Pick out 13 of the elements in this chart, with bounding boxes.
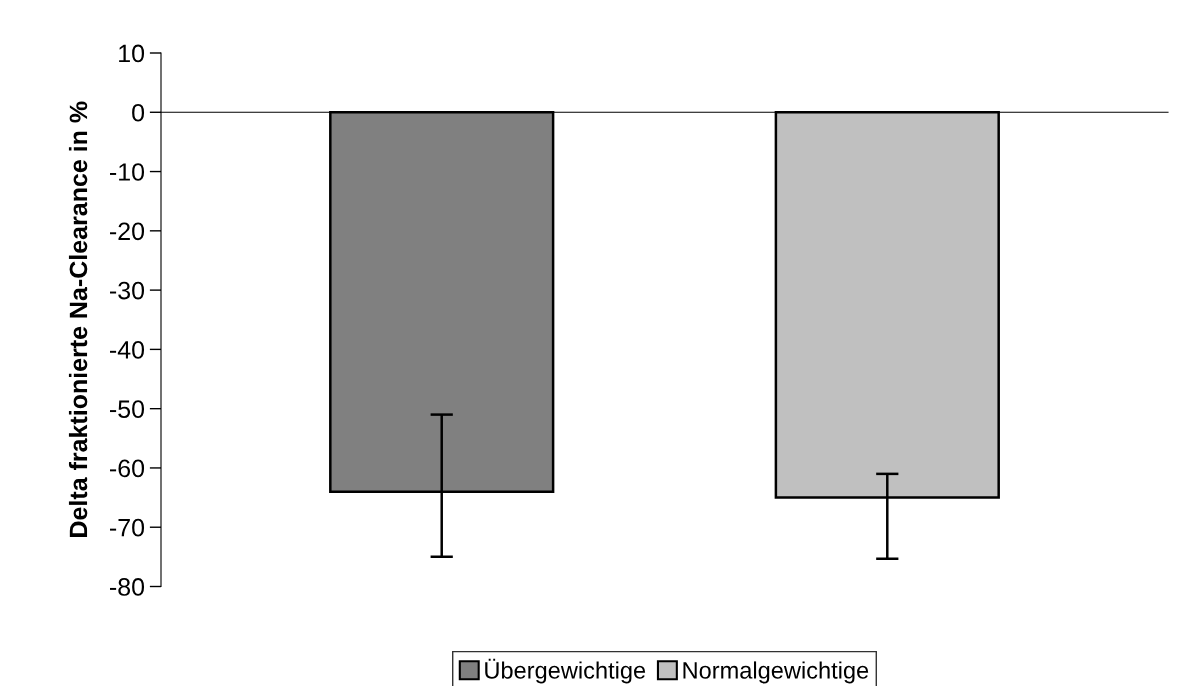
y-tick-label: -30 xyxy=(110,281,145,300)
y-tick-label: -10 xyxy=(110,163,145,181)
legend-label: Übergewichtige xyxy=(485,658,646,684)
y-tick-label: -60 xyxy=(110,459,145,478)
y-axis-title: Delta fraktionierte Na-Clearance in % xyxy=(68,101,88,537)
y-tick-label: -20 xyxy=(110,222,145,241)
legend-label: Normalgewichtige xyxy=(683,661,869,684)
y-tick-label: -50 xyxy=(110,400,145,418)
y-tick-label: -40 xyxy=(110,340,145,359)
y-tick-label: -80 xyxy=(110,578,145,596)
y-tick-label: -70 xyxy=(110,518,145,537)
y-tick-label: 10 xyxy=(119,44,145,63)
y-tick-label: 0 xyxy=(132,103,145,122)
